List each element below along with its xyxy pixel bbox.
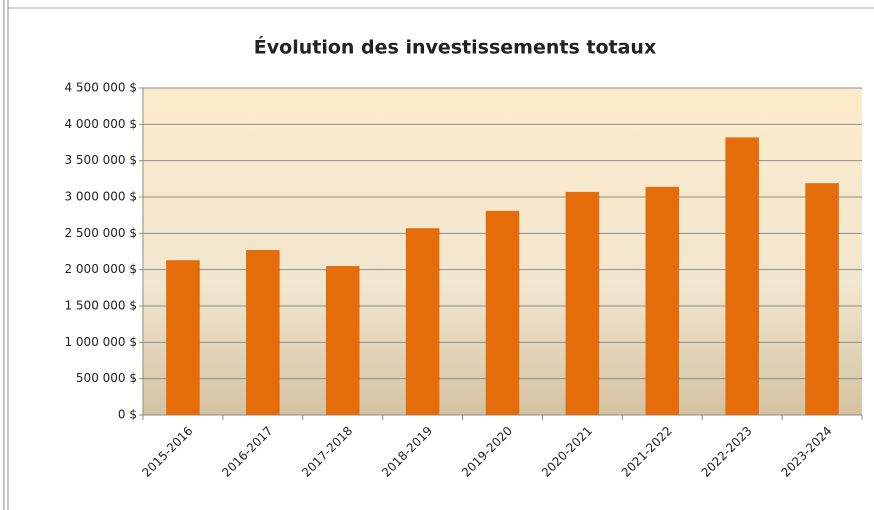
y-tick-label: 0 $: [118, 408, 137, 422]
x-tick-label: 2016-2017: [219, 424, 275, 480]
x-tick-label: 2015-2016: [139, 424, 195, 480]
bar: [325, 266, 360, 415]
y-tick-label: 3 500 000 $: [64, 153, 137, 167]
chart-title: Évolution des investissements totaux: [254, 36, 656, 59]
bar: [246, 250, 280, 415]
bar: [805, 183, 839, 415]
y-tick-label: 4 000 000 $: [64, 117, 137, 131]
x-tick-label: 2019-2020: [459, 424, 515, 480]
x-tick-label: 2018-2019: [379, 424, 435, 480]
y-tick-label: 2 500 000 $: [64, 226, 137, 240]
bar: [725, 137, 759, 415]
x-tick-label: 2022-2023: [699, 424, 755, 480]
y-tick-label: 3 000 000 $: [64, 190, 137, 204]
x-tick-label: 2021-2022: [619, 424, 675, 480]
bar: [485, 210, 520, 415]
y-tick-label: 1 000 000 $: [64, 335, 137, 349]
bar: [405, 228, 440, 415]
bar: [166, 260, 200, 415]
y-tick-label: 2 000 000 $: [64, 262, 137, 276]
y-tick-label: 1 500 000 $: [64, 299, 137, 313]
y-tick-label: 500 000 $: [76, 371, 137, 385]
bar: [565, 191, 600, 415]
x-tick-label: 2017-2018: [299, 424, 355, 480]
x-tick-label: 2020-2021: [539, 424, 595, 480]
y-tick-label: 4 500 000 $: [64, 81, 137, 95]
x-tick-label: 2023-2024: [778, 424, 834, 480]
bar: [645, 186, 680, 415]
